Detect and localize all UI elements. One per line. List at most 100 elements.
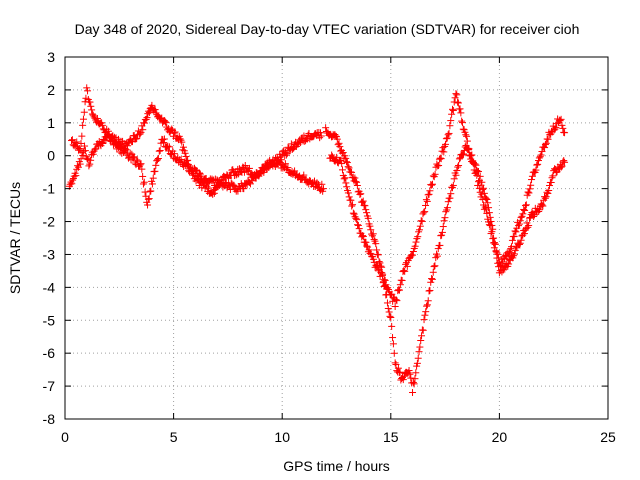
data-point — [259, 164, 267, 172]
data-point — [159, 136, 167, 144]
data-point — [322, 124, 330, 132]
data-point — [423, 302, 431, 310]
data-point — [110, 133, 118, 141]
data-point — [534, 160, 542, 168]
data-point — [430, 263, 438, 271]
data-point — [530, 168, 538, 176]
data-point — [215, 181, 223, 189]
data-point — [552, 123, 560, 131]
data-point — [551, 125, 559, 133]
data-point — [417, 336, 425, 344]
x-tick-label: 0 — [61, 429, 69, 445]
data-point — [506, 249, 514, 257]
data-point — [144, 201, 152, 209]
data-point — [99, 139, 107, 147]
data-point — [148, 101, 156, 109]
data-point — [542, 193, 550, 201]
data-point — [288, 145, 296, 153]
data-point — [88, 106, 96, 114]
data-point — [524, 188, 532, 196]
data-point — [168, 125, 176, 133]
data-point — [385, 308, 393, 316]
data-point — [328, 153, 336, 161]
data-point — [317, 132, 325, 140]
data-point — [77, 155, 85, 163]
data-point — [139, 126, 147, 134]
data-point — [516, 239, 524, 247]
data-point — [246, 180, 254, 188]
data-point — [347, 196, 355, 204]
data-point — [425, 287, 433, 295]
data-point — [452, 90, 460, 98]
data-point — [426, 286, 434, 294]
data-point — [512, 228, 520, 236]
data-point — [336, 143, 344, 151]
data-point — [335, 139, 343, 147]
data-point — [181, 149, 189, 157]
data-point — [87, 102, 95, 110]
data-point — [401, 267, 409, 275]
data-point — [333, 135, 341, 143]
data-point — [86, 98, 94, 106]
data-point — [456, 154, 464, 162]
data-point — [144, 195, 152, 203]
data-point — [555, 116, 563, 124]
data-point — [447, 190, 455, 198]
data-point — [83, 155, 91, 163]
data-point — [500, 264, 508, 272]
data-point — [137, 160, 145, 168]
data-point — [147, 187, 155, 195]
data-point — [282, 151, 290, 159]
data-point — [504, 252, 512, 260]
data-point — [557, 163, 565, 171]
data-point — [316, 129, 324, 137]
y-tick-label: 0 — [47, 148, 55, 164]
data-point — [354, 221, 362, 229]
data-point — [216, 180, 224, 188]
x-tick-label: 20 — [492, 429, 508, 445]
data-point — [508, 236, 516, 244]
data-point — [423, 197, 431, 205]
data-point — [459, 125, 467, 133]
data-point — [391, 359, 399, 367]
y-axis-title: SDTVAR / TECUs — [7, 182, 23, 294]
data-point — [74, 163, 82, 171]
data-point — [417, 217, 425, 225]
data-point — [465, 145, 473, 153]
data-point — [73, 138, 81, 146]
data-point — [536, 153, 544, 161]
data-point — [123, 142, 131, 150]
data-point — [433, 252, 441, 260]
data-point — [362, 206, 370, 214]
data-point — [412, 238, 420, 246]
data-point — [405, 367, 413, 375]
data-point — [409, 388, 417, 396]
data-point — [328, 151, 336, 159]
data-point — [359, 232, 367, 240]
data-point — [521, 207, 529, 215]
data-point — [406, 370, 414, 378]
data-point — [420, 316, 428, 324]
data-point — [473, 171, 481, 179]
data-point — [428, 275, 436, 283]
data-point — [422, 196, 430, 204]
data-point — [394, 287, 402, 295]
data-point — [287, 140, 295, 148]
data-point — [428, 181, 436, 189]
data-point — [218, 179, 226, 187]
data-point — [422, 308, 430, 316]
data-point — [145, 195, 153, 203]
data-point — [198, 184, 206, 192]
tick-labels: 0 5 10 15 20 25 -8 -7 -6 -5 -4 -3 -2 -1 0 1 2 3 — [43, 49, 616, 445]
data-point — [515, 220, 523, 228]
data-point — [318, 180, 326, 188]
data-point — [522, 201, 530, 209]
data-point — [527, 181, 535, 189]
data-point — [416, 343, 424, 351]
data-point — [392, 296, 400, 304]
data-point — [284, 164, 292, 172]
data-point — [515, 222, 523, 230]
data-point — [561, 158, 569, 166]
data-point — [276, 158, 284, 166]
data-point — [343, 158, 351, 166]
